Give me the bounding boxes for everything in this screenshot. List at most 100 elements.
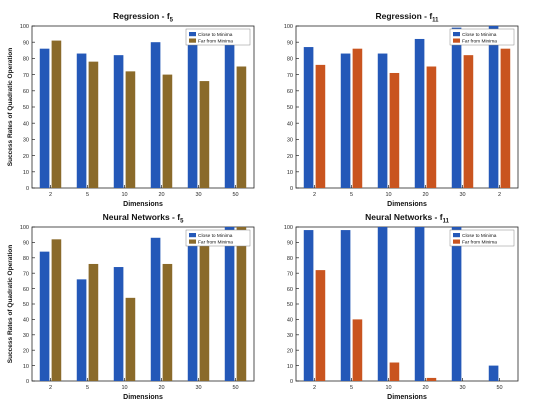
x-tick-label: 20 bbox=[158, 192, 164, 198]
bar-far-20 bbox=[426, 377, 437, 381]
legend-box bbox=[185, 229, 251, 247]
legend-entry: Far from Minima bbox=[198, 239, 233, 245]
x-tick-label: 10 bbox=[385, 385, 391, 391]
bar-far-50 bbox=[236, 66, 247, 188]
x-tick-label: 30 bbox=[195, 192, 201, 198]
bar-far-5 bbox=[352, 319, 363, 381]
y-tick-label: 60 bbox=[287, 287, 293, 293]
chart-panel-4: 0 10 20 30 40 50 60 70 80 90 100 2 5 10 20 30 50 Neural N… bbox=[284, 212, 519, 401]
legend-entry: Close to Minima bbox=[198, 32, 233, 38]
y-tick-label: 40 bbox=[287, 318, 293, 324]
x-tick-label: 10 bbox=[121, 192, 127, 198]
y-tick-label: 40 bbox=[23, 318, 29, 324]
legend-entry: Far from Minima bbox=[462, 239, 497, 245]
y-tick-label: 20 bbox=[23, 154, 29, 160]
chart-title-subscript: 11 bbox=[443, 219, 450, 225]
x-tick-label: 50 bbox=[232, 192, 238, 198]
bar-far-30 bbox=[199, 81, 210, 188]
y-tick-label: 20 bbox=[287, 348, 293, 354]
bar-close-5 bbox=[340, 53, 351, 188]
chart-panel-3: 0 10 20 30 40 50 60 70 80 90 100 2 5 10 20 30 50 Neural N… bbox=[7, 212, 255, 401]
y-tick-label: 100 bbox=[284, 24, 293, 30]
x-tick-label: 20 bbox=[158, 385, 164, 391]
x-tick-label: 10 bbox=[385, 192, 391, 198]
bar-close-30 bbox=[451, 227, 462, 381]
plot-area bbox=[295, 25, 519, 189]
chart-panel-1: 0 10 20 30 40 50 60 70 80 90 100 2 5 10 20 30 50 Regressi… bbox=[7, 11, 255, 208]
bar-close-50 bbox=[224, 29, 235, 188]
y-tick-label: 80 bbox=[287, 57, 293, 63]
legend-swatch bbox=[453, 233, 460, 238]
x-axis-label: Dimensions bbox=[387, 201, 427, 208]
x-tick-label: 30 bbox=[459, 385, 465, 391]
x-tick-label: 30 bbox=[195, 385, 201, 391]
y-tick-label: 90 bbox=[23, 40, 29, 46]
bar-close-2 bbox=[303, 230, 314, 381]
x-tick-label: 2 bbox=[498, 192, 501, 198]
y-tick-label: 80 bbox=[23, 256, 29, 262]
bar-far-2 bbox=[51, 239, 62, 381]
legend-swatch bbox=[453, 38, 460, 43]
y-tick-label: 90 bbox=[287, 40, 293, 46]
y-tick-label: 10 bbox=[287, 170, 293, 176]
chart-title: Regression - f11 bbox=[375, 11, 439, 24]
y-axis-label: Success Rates of Quadratic Operation bbox=[7, 245, 14, 364]
x-axis-label: Dimensions bbox=[123, 201, 163, 208]
bar-far-2 bbox=[315, 270, 326, 381]
bar-close-5 bbox=[76, 53, 87, 188]
bar-close-50 bbox=[488, 365, 499, 381]
y-tick-label: 20 bbox=[23, 348, 29, 354]
chart-title: Neural Networks - f5 bbox=[103, 212, 184, 225]
x-tick-label: 20 bbox=[422, 385, 428, 391]
bar-close-30 bbox=[451, 27, 462, 189]
legend-entry: Far from Minima bbox=[462, 38, 497, 44]
bar-close-10 bbox=[377, 53, 388, 188]
bar-close-10 bbox=[113, 267, 124, 381]
legend-box bbox=[185, 28, 251, 46]
legend-swatch bbox=[453, 239, 460, 244]
y-tick-label: 90 bbox=[287, 241, 293, 247]
legend-swatch bbox=[189, 32, 196, 37]
bar-close-2 bbox=[39, 48, 50, 189]
bar-far-2 bbox=[51, 40, 62, 188]
y-tick-label: 70 bbox=[287, 73, 293, 79]
bar-close-20 bbox=[150, 237, 161, 381]
y-tick-label: 40 bbox=[23, 121, 29, 127]
x-tick-label: 2 bbox=[49, 385, 52, 391]
x-tick-label: 5 bbox=[350, 385, 353, 391]
x-tick-label: 2 bbox=[313, 385, 316, 391]
x-tick-label: 50 bbox=[232, 385, 238, 391]
bar-close-30 bbox=[187, 230, 198, 381]
y-tick-label: 50 bbox=[23, 302, 29, 308]
x-axis-label: Dimensions bbox=[123, 394, 163, 401]
legend-entry: Close to Minima bbox=[462, 32, 497, 38]
bar-close-20 bbox=[150, 42, 161, 189]
legend-entry: Far from Minima bbox=[198, 38, 233, 44]
y-tick-label: 10 bbox=[287, 364, 293, 370]
y-tick-label: 20 bbox=[287, 154, 293, 160]
bar-far-20 bbox=[162, 74, 173, 188]
chart-title-subscript: 5 bbox=[170, 18, 174, 24]
y-axis-label: Success Rates of Quadratic Operation bbox=[7, 48, 14, 167]
bar-far-2 bbox=[500, 48, 511, 189]
y-tick-label: 0 bbox=[290, 379, 293, 385]
legend-swatch bbox=[189, 38, 196, 43]
y-tick-label: 70 bbox=[23, 271, 29, 277]
y-tick-label: 0 bbox=[26, 379, 29, 385]
bar-close-10 bbox=[113, 55, 124, 188]
y-tick-label: 80 bbox=[23, 57, 29, 63]
bar-far-5 bbox=[88, 263, 99, 381]
bar-close-20 bbox=[414, 38, 425, 189]
y-tick-label: 50 bbox=[23, 105, 29, 111]
y-tick-label: 30 bbox=[287, 333, 293, 339]
y-tick-label: 90 bbox=[23, 241, 29, 247]
y-tick-label: 60 bbox=[287, 89, 293, 95]
y-tick-label: 60 bbox=[23, 89, 29, 95]
bar-far-20 bbox=[162, 263, 173, 381]
bar-far-10 bbox=[125, 297, 136, 381]
y-tick-label: 30 bbox=[287, 138, 293, 144]
